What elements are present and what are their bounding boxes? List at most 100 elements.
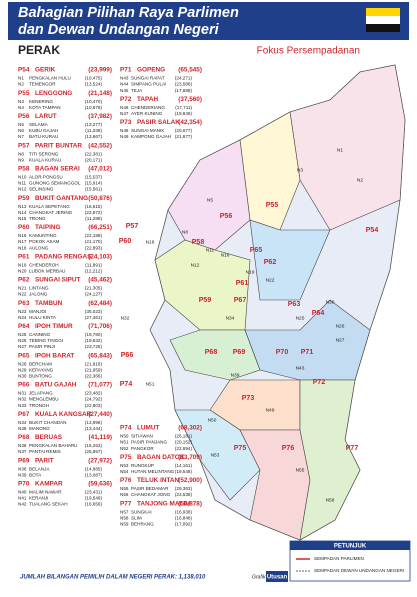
constituency-voters: (23,999) — [88, 67, 112, 74]
constituency-name: GERIK — [35, 67, 56, 74]
seat-name: LUBOK MERBAU — [29, 269, 66, 274]
seat-name: KUBU GAJAH — [29, 128, 58, 133]
seat-voters: (16,848) — [175, 515, 193, 520]
map-label: N3 — [297, 167, 303, 173]
constituency-code: P70 — [18, 481, 30, 488]
seat-name: BELANJA — [29, 466, 50, 471]
constituency-voters: (50,876) — [88, 195, 112, 202]
seat-code: N15 — [18, 216, 27, 221]
flag-stripe — [366, 8, 400, 16]
map-label: P76 — [282, 445, 295, 452]
seat-code: N52 — [120, 446, 129, 451]
seat-voters: (22,694) — [175, 446, 193, 451]
map-label: N22 — [266, 277, 275, 283]
seat-voters: (22,381) — [85, 151, 103, 156]
map-label: N50 — [208, 417, 217, 423]
map-label: N55 — [296, 467, 305, 473]
seat-code: N25 — [18, 332, 27, 337]
seat-name: KEPAYANG — [29, 367, 54, 372]
map-label: N27 — [336, 337, 345, 343]
map-label: P61 — [236, 280, 249, 287]
map-label: N11 — [206, 247, 215, 253]
seat-name: SUNGKAI — [131, 509, 152, 514]
constituency-code: P71 — [120, 67, 132, 74]
constituency-voters: (42,354) — [178, 119, 202, 126]
constituency-name: TELUK INTAN — [137, 477, 180, 484]
total-voters: JUMLAH BILANGAN PEMILIH DALAM NEGERI PER… — [20, 575, 206, 581]
seat-name: BUNTONG — [29, 374, 52, 379]
seat-name: SELAMA — [29, 122, 49, 127]
seat-voters: (10,678) — [85, 105, 103, 110]
seat-voters: (17,688) — [175, 88, 193, 93]
seat-name: TRONG — [29, 216, 46, 221]
seat-name: CHANGKAT JERING — [29, 210, 73, 215]
constituency-voters: (47,012) — [88, 166, 112, 173]
seat-code: N32 — [18, 397, 27, 402]
seat-code: N42 — [18, 502, 27, 507]
constituency-code: P63 — [18, 300, 30, 307]
seat-code: N26 — [18, 338, 27, 343]
seat-voters: (19,549) — [85, 496, 103, 501]
seat-name: AULONG — [29, 245, 49, 250]
map-label: N2 — [357, 177, 363, 183]
seat-code: N30 — [18, 374, 27, 379]
constituency-code: P55 — [18, 90, 30, 97]
seat-code: N17 — [18, 239, 27, 244]
legend-title: PETUNJUK — [334, 544, 367, 550]
seat-voters: (21,170) — [85, 239, 103, 244]
constituency-voters: (68,302) — [178, 425, 202, 432]
map-label: P75 — [234, 445, 247, 452]
seat-voters: (22,366) — [85, 374, 103, 379]
map-label: P73 — [242, 395, 255, 402]
constituency-code: P69 — [18, 457, 30, 464]
seat-voters: (14,885) — [85, 466, 103, 471]
seat-voters: (10,475) — [85, 76, 103, 81]
seat-code: N31 — [18, 391, 27, 396]
seat-voters: (23,482) — [85, 391, 103, 396]
legend: PETUNJUK SEMPADAN PARLIMEN SEMPADAN DEWA… — [289, 540, 411, 582]
seat-voters: (11,289) — [85, 216, 102, 221]
seat-name: TUALANG SEKAH — [29, 502, 68, 507]
seat-name: MANJOI — [29, 309, 46, 314]
seat-voters: (16,656) — [85, 502, 103, 507]
constituency-code: P74 — [120, 425, 132, 432]
constituency-name: KAMPAR — [35, 481, 63, 488]
constituency-code: P62 — [18, 277, 30, 284]
seat-code: N4 — [18, 105, 24, 110]
seat-code: N56 — [120, 492, 129, 497]
state-name: PERAK — [18, 43, 60, 57]
flag — [366, 8, 400, 32]
seat-voters: (19,780) — [85, 332, 103, 337]
seat-code: N13 — [18, 204, 27, 209]
seat-code: N27 — [18, 344, 27, 349]
seat-voters: (13,996) — [85, 420, 103, 425]
seat-code: N46 — [120, 105, 129, 110]
map — [149, 64, 406, 541]
constituency-name: LARUT — [35, 113, 57, 120]
legend-header — [290, 541, 410, 550]
seat-code: N54 — [120, 469, 129, 474]
seat-voters: (24,127) — [85, 292, 103, 297]
seat-voters: (25,857) — [85, 449, 103, 454]
constituency-voters: (27,440) — [88, 411, 112, 418]
map-label: P54 — [366, 227, 379, 234]
seat-name: ALOR PONGSU — [29, 175, 63, 180]
seat-code: N58 — [120, 515, 129, 520]
seat-name: PENGKALAN HULU — [29, 76, 71, 81]
seat-code: N10 — [18, 175, 27, 180]
constituency-name: LENGGONG — [35, 90, 72, 97]
seat-code: N2 — [18, 82, 24, 87]
seat-voters: (22,893) — [85, 245, 103, 250]
header-band — [8, 2, 409, 40]
constituency-code: P54 — [18, 67, 30, 74]
seat-name: TEBING TINGGI — [29, 338, 63, 343]
seat-code: N41 — [18, 496, 27, 501]
constituency-code: P59 — [18, 195, 30, 202]
constituency-voters: (71,077) — [88, 382, 112, 389]
constituency-name: PADANG RENGAS — [35, 253, 92, 260]
seat-voters: (14,161) — [175, 463, 193, 468]
credit: Grafik — [252, 574, 266, 580]
seat-voters: (19,849) — [175, 111, 193, 116]
